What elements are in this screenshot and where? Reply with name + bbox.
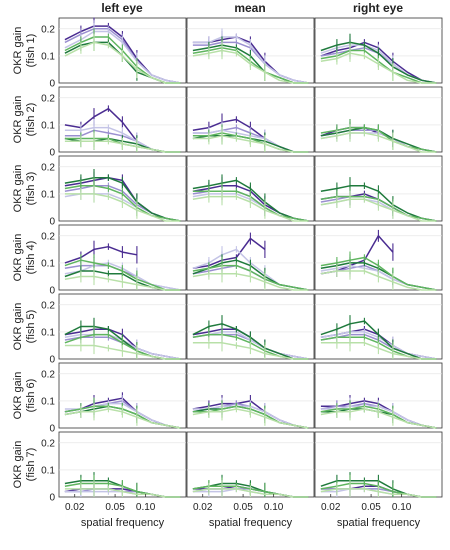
panel-row3-left-eye: 0 0.1 0.2 OKR gain(fish 3) [12, 155, 187, 228]
y-tick-label: 0.1 [41, 51, 55, 62]
row-label-line: OKR gain [12, 234, 24, 282]
column-title-right-eye: right eye [353, 1, 403, 15]
y-tick-label: 0.2 [41, 369, 55, 380]
row-label: OKR gain(fish 4) [12, 234, 37, 282]
row-label-line: OKR gain [12, 441, 24, 489]
x-axis-label: spatial frequency [337, 517, 421, 529]
x-tick-label: 0.10 [392, 502, 412, 513]
panel-frame [314, 86, 443, 153]
y-tick-label: 0.1 [41, 120, 55, 131]
panel-row7-right-eye: 0.02 0.05 0.10 spatial frequency [314, 431, 443, 529]
row-label: OKR gain(fish 3) [12, 165, 37, 213]
y-tick-label: 0.2 [41, 300, 55, 311]
panel-row2-left-eye: 0 0.1 0.2 OKR gain(fish 2) [12, 86, 187, 159]
row-label-line: (fish 2) [25, 103, 37, 137]
series-line [192, 237, 266, 270]
x-tick-label: 0.05 [105, 502, 125, 513]
panel-row6-right-eye [314, 362, 443, 429]
panel-row2-right-eye [314, 86, 443, 153]
x-tick-label: 0.10 [136, 502, 156, 513]
x-tick-label: 0.02 [65, 502, 85, 513]
y-tick-label: 0.1 [41, 258, 55, 269]
panel-row3-right-eye [314, 155, 443, 222]
y-tick-label: 0.1 [41, 465, 55, 476]
row-label: OKR gain(fish 7) [12, 441, 37, 489]
column-title-mean: mean [234, 1, 265, 15]
y-tick-label: 0 [49, 217, 55, 228]
row-label-line: (fish 1) [25, 34, 37, 68]
row-label-line: OKR gain [12, 27, 24, 75]
x-axis-label: spatial frequency [81, 517, 165, 529]
panel-row5-mean [186, 293, 315, 360]
y-tick-label: 0.2 [41, 93, 55, 104]
panel-row1-mean [186, 17, 315, 84]
panel-row1-right-eye [314, 17, 443, 84]
row-label: OKR gain(fish 6) [12, 372, 37, 420]
panel-row5-left-eye: 0 0.1 0.2 OKR gain(fish 5) [12, 293, 187, 366]
row-label-line: OKR gain [12, 96, 24, 144]
panel-row4-right-eye [314, 224, 443, 291]
row-label: OKR gain(fish 2) [12, 96, 37, 144]
y-tick-label: 0 [49, 355, 55, 366]
panel-row6-mean [186, 362, 315, 429]
y-tick-label: 0.1 [41, 327, 55, 338]
y-tick-label: 0 [49, 79, 55, 90]
row-label-line: OKR gain [12, 372, 24, 420]
row-label: OKR gain(fish 5) [12, 303, 37, 351]
y-tick-label: 0.1 [41, 396, 55, 407]
y-tick-label: 0 [49, 148, 55, 159]
x-tick-label: 0.02 [193, 502, 213, 513]
y-tick-label: 0.2 [41, 24, 55, 35]
row-label-line: (fish 4) [25, 241, 37, 275]
y-tick-label: 0 [49, 286, 55, 297]
row-label-line: (fish 7) [25, 448, 37, 482]
row-label: OKR gain(fish 1) [12, 27, 37, 75]
x-axis-label: spatial frequency [209, 517, 293, 529]
x-tick-label: 0.02 [321, 502, 341, 513]
y-tick-label: 0.2 [41, 162, 55, 173]
panel-row2-mean [186, 86, 315, 153]
panel-row6-left-eye: 0 0.1 0.2 OKR gain(fish 6) [12, 362, 187, 435]
column-title-left-eye: left eye [101, 1, 143, 15]
row-label-line: (fish 6) [25, 379, 37, 413]
y-tick-label: 0 [49, 424, 55, 435]
x-tick-label: 0.05 [233, 502, 253, 513]
row-label-line: OKR gain [12, 303, 24, 351]
row-label-line: (fish 3) [25, 172, 37, 206]
y-tick-label: 0.2 [41, 231, 55, 242]
x-tick-label: 0.05 [361, 502, 381, 513]
panel-row7-mean: 0.02 0.05 0.10 spatial frequency [186, 431, 315, 529]
y-tick-label: 0 [49, 493, 55, 504]
x-tick-label: 0.10 [264, 502, 284, 513]
y-tick-label: 0.2 [41, 438, 55, 449]
panel-row4-mean [186, 224, 315, 291]
y-tick-label: 0.1 [41, 189, 55, 200]
panel-row4-left-eye: 0 0.1 0.2 OKR gain(fish 4) [12, 224, 187, 297]
panel-row1-left-eye: 0 0.1 0.2 OKR gain(fish 1) [12, 17, 187, 90]
row-label-line: OKR gain [12, 165, 24, 213]
row-label-line: (fish 5) [25, 310, 37, 344]
panel-row3-mean [186, 155, 315, 222]
panel-frame [314, 362, 443, 429]
series-line [64, 245, 138, 264]
panel-row7-left-eye: 0 0.1 0.2 OKR gain(fish 7) 0.02 0.05 0.10 spati… [12, 431, 187, 529]
panel-row5-right-eye [314, 293, 443, 360]
